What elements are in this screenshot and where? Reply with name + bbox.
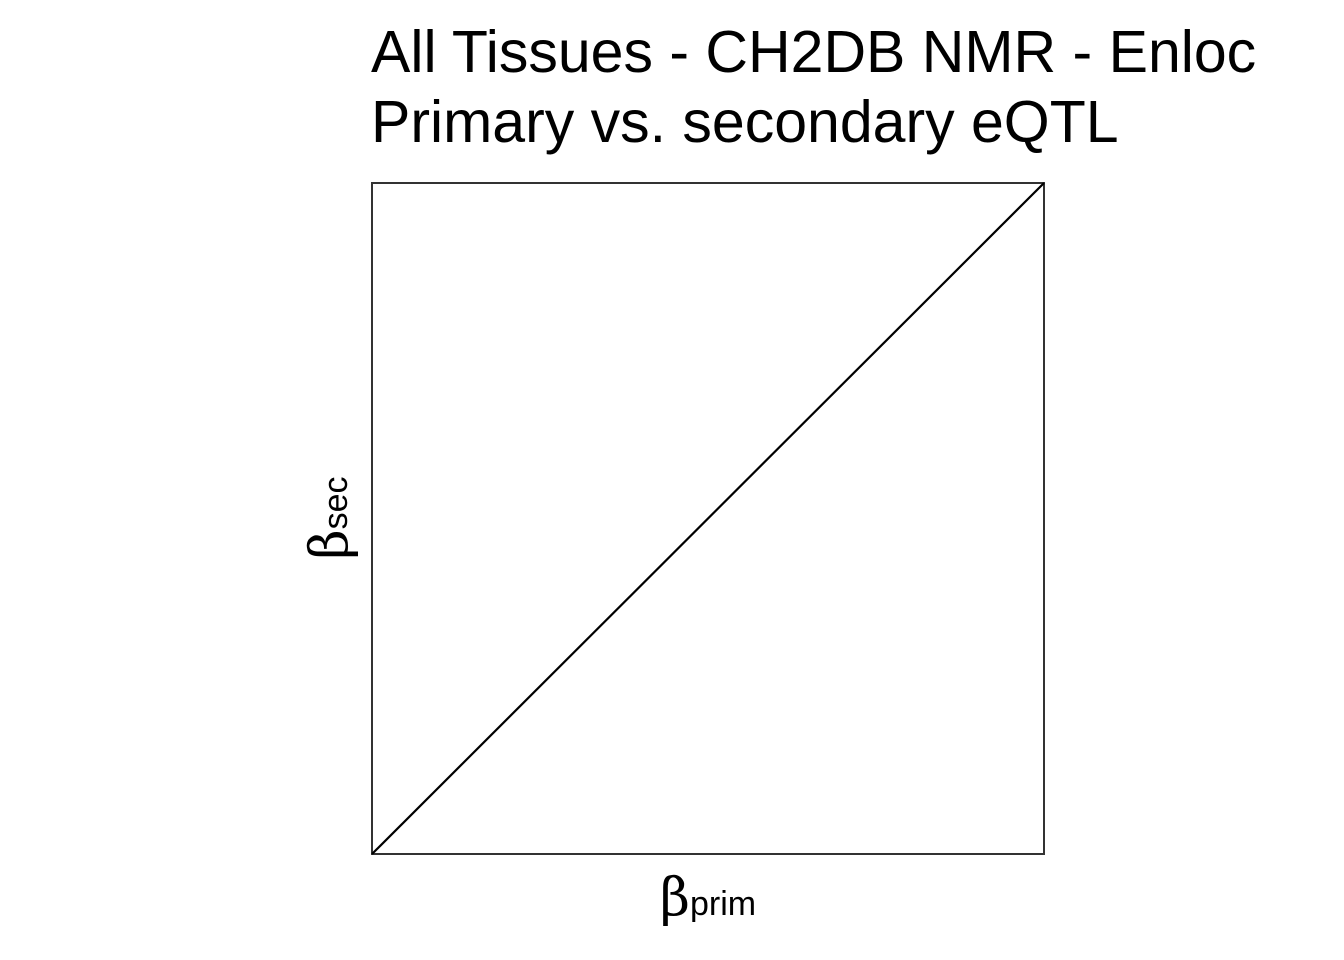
chart-subtitle: Primary vs. secondary eQTL (371, 89, 1119, 155)
y-axis-label: βsec (300, 477, 360, 560)
x-axis-subscript: prim (690, 885, 756, 923)
chart-title: All Tissues - CH2DB NMR - Enloc (371, 19, 1256, 85)
x-axis-symbol: β (660, 868, 690, 928)
identity-line (371, 182, 1045, 855)
y-axis-symbol: β (300, 529, 360, 559)
y-axis-subscript: sec (317, 477, 355, 530)
x-axis-label: βprim (660, 868, 756, 928)
